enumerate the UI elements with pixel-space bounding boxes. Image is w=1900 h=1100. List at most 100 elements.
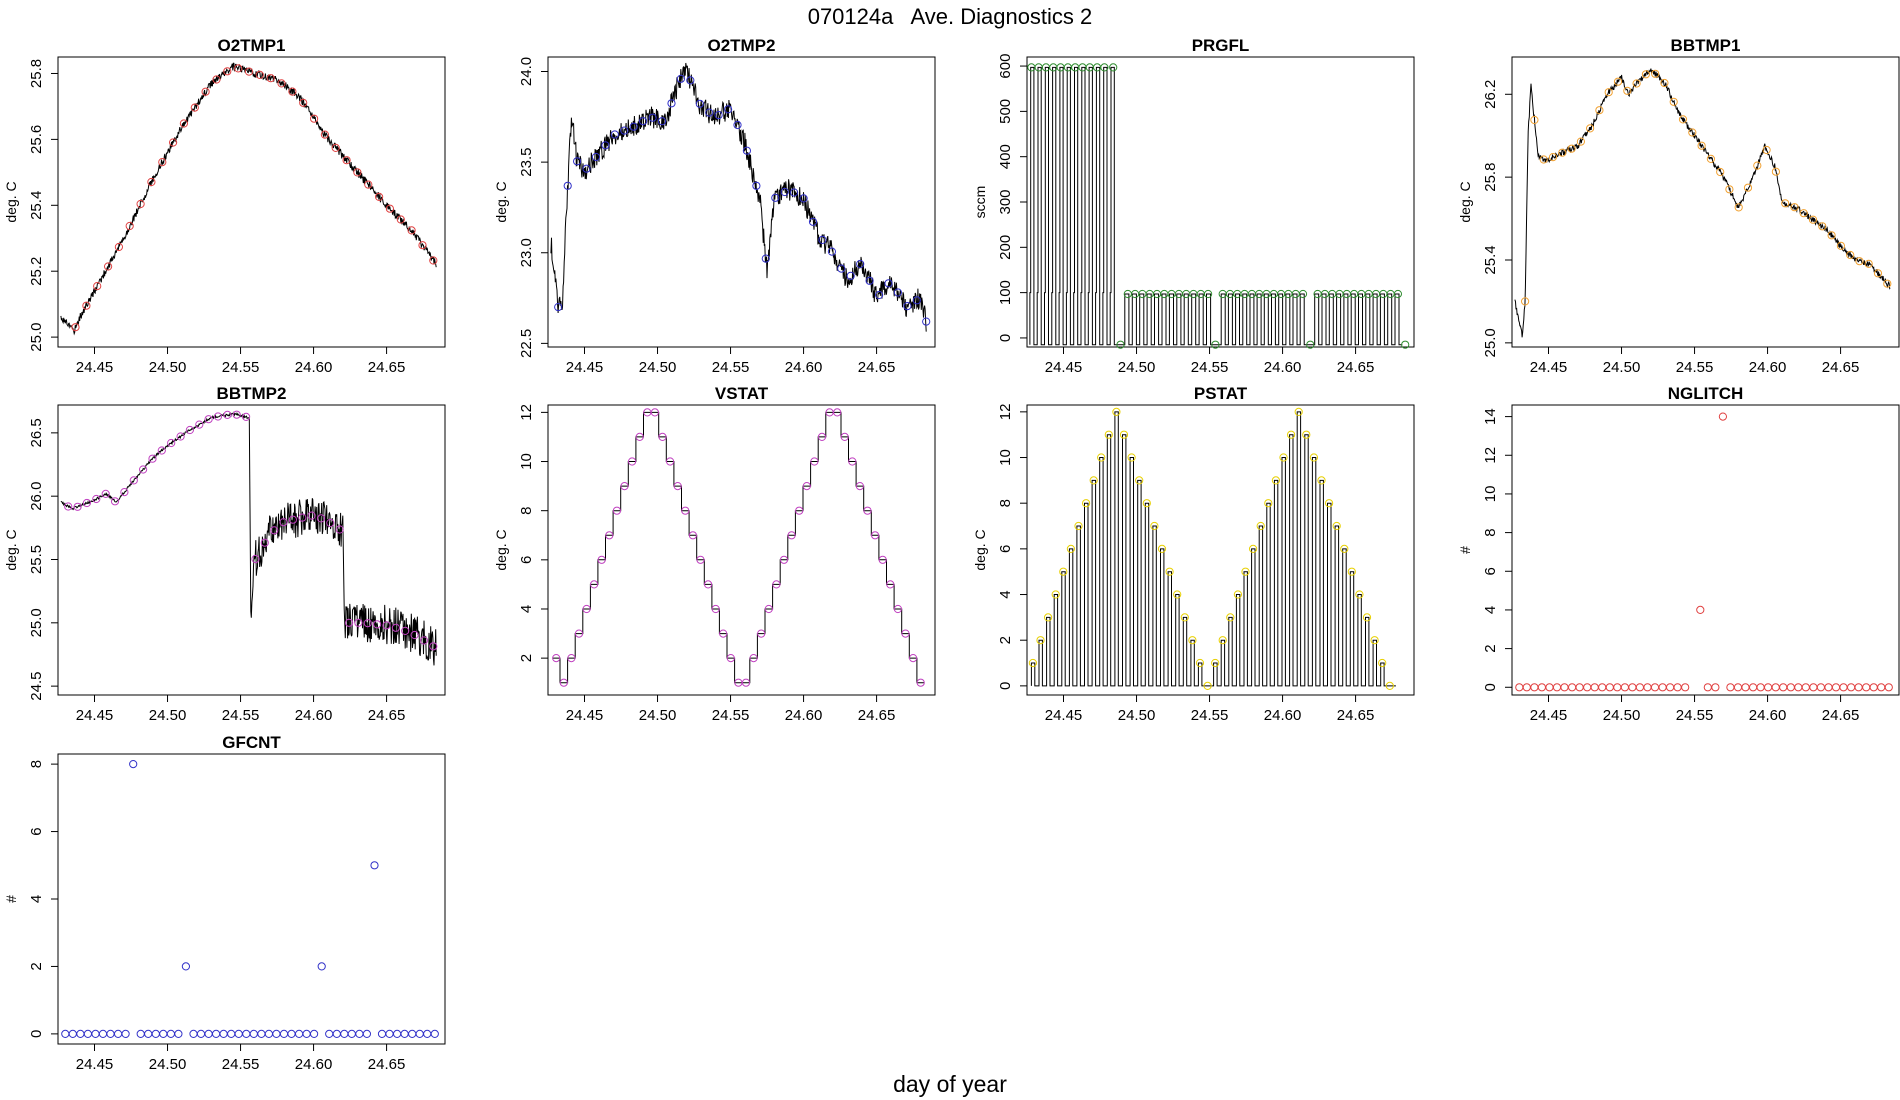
y-tick-label: 2: [518, 654, 535, 662]
data-point: [1854, 683, 1863, 692]
y-tick-label: 25.0: [28, 323, 45, 352]
data-point: [1241, 567, 1250, 576]
data-point: [1332, 521, 1341, 531]
data-point: [733, 120, 742, 130]
data-point: [1157, 544, 1167, 554]
y-tick-label: 10: [997, 449, 1014, 466]
x-tick-label: 24.50: [1118, 359, 1156, 376]
data-point: [1749, 683, 1758, 692]
data-point: [249, 1029, 258, 1039]
data-point: [846, 271, 855, 280]
data-point: [582, 164, 591, 173]
data-point: [573, 157, 582, 166]
data-point: [272, 1029, 281, 1039]
data-point: [1613, 683, 1622, 692]
data-point: [255, 70, 264, 80]
data-point: [1560, 683, 1569, 692]
data-point: [1741, 683, 1750, 692]
data-point: [430, 1029, 439, 1039]
data-point: [875, 290, 884, 300]
data-point: [1681, 683, 1690, 692]
panel-title-prgfl: PRGFL: [1192, 36, 1250, 55]
data-point: [1818, 222, 1827, 231]
data-point: [1703, 683, 1712, 692]
data-point: [1362, 613, 1372, 622]
x-tick-label: 24.45: [1045, 359, 1083, 376]
data-point: [574, 629, 584, 638]
data-point: [1598, 683, 1607, 692]
data-point: [1226, 613, 1235, 622]
data-point: [597, 555, 606, 564]
data-point: [840, 432, 849, 441]
data-point: [1173, 590, 1182, 599]
x-tick-label: 24.50: [149, 1056, 187, 1073]
y-tick-label: 26.5: [28, 418, 45, 447]
data-point: [190, 103, 199, 112]
panel-title-o2tmp2: O2TMP2: [707, 36, 775, 55]
y-tick-label: 4: [997, 590, 1014, 598]
data-point: [1370, 636, 1379, 645]
y-tick-label: 0: [28, 1030, 45, 1038]
data-point: [705, 108, 714, 117]
data-point: [1583, 683, 1592, 692]
data-point: [1725, 185, 1734, 194]
data-point: [612, 506, 622, 515]
data-point: [901, 629, 910, 638]
data-point: [886, 580, 895, 589]
x-tick-label: 24.50: [1118, 707, 1156, 724]
y-tick-label: 25.4: [1482, 245, 1499, 274]
data-point: [362, 1029, 371, 1039]
data-point: [648, 113, 657, 122]
y-tick-label: 24.0: [518, 57, 535, 86]
figure-title: 070124a Ave. Diagnostics 2: [807, 4, 1093, 29]
data-point: [415, 1029, 424, 1039]
data-point: [922, 317, 931, 326]
data-point: [787, 531, 796, 540]
x-tick-label: 24.60: [1749, 707, 1787, 724]
data-point: [827, 247, 837, 256]
data-point: [1836, 241, 1846, 250]
data-point: [1089, 476, 1098, 485]
plot-frame-o2tmp2: [547, 56, 936, 348]
data-point: [1688, 128, 1697, 137]
data-point: [1827, 231, 1836, 240]
data-point: [223, 410, 232, 419]
data-point: [363, 619, 372, 628]
x-tick-label: 24.65: [368, 359, 406, 376]
data-line-pstat: [1030, 411, 1396, 687]
x-tick-label: 24.55: [1191, 707, 1229, 724]
data-point: [166, 1029, 175, 1039]
data-point: [1718, 412, 1728, 421]
data-point: [1808, 215, 1818, 224]
data-point: [1604, 88, 1613, 97]
data-point: [1651, 69, 1660, 78]
data-point: [749, 654, 758, 663]
data-point: [1764, 683, 1773, 692]
panel-bbtmp1: BBTMP1 24.45 24.50 24.55 24.60 24.65 25.0 25.4 2…: [1457, 36, 1900, 376]
y-axis-label-o2tmp1: deg. C: [3, 181, 19, 222]
x-tick-label: 24.50: [149, 359, 187, 376]
x-tick-label: 24.55: [1191, 359, 1229, 376]
data-point: [1873, 269, 1883, 278]
y-tick-label: 6: [518, 556, 535, 564]
data-point: [370, 861, 379, 870]
data-point: [167, 438, 176, 448]
data-point: [195, 420, 204, 429]
data-point: [1586, 124, 1595, 133]
data-point: [1883, 279, 1892, 288]
data-point: [695, 99, 704, 108]
data-point: [125, 221, 134, 231]
data-point: [181, 962, 190, 971]
data-point: [1623, 86, 1632, 95]
data-point: [1112, 407, 1121, 416]
data-line-o2tmp2: [550, 62, 927, 332]
panel-nglitch: NGLITCH 24.45 24.50 24.55 24.60 24.65 0 2 4 6 8 10 1…: [1457, 384, 1900, 724]
x-tick-label: 24.60: [295, 359, 333, 376]
x-tick-label: 24.50: [149, 707, 187, 724]
y-tick-label: 100: [997, 280, 1014, 305]
data-point: [400, 1029, 409, 1039]
data-point: [340, 1029, 349, 1039]
data-point: [136, 1029, 145, 1039]
y-tick-label: 25.0: [28, 608, 45, 637]
data-point: [277, 79, 286, 88]
